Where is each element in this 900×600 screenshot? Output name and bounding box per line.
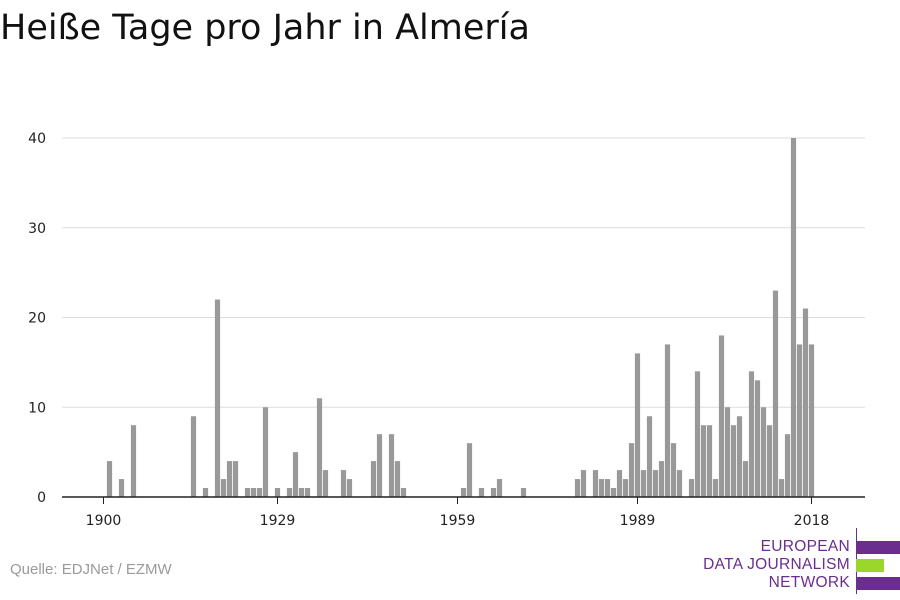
gridlines (62, 137, 865, 408)
bar (598, 479, 605, 497)
logo-text-data-journalism: DATA JOURNALISM (703, 556, 850, 573)
logo-text-network: NETWORK (768, 574, 850, 591)
x-tick-label: 2018 (794, 513, 830, 529)
bar (604, 479, 611, 497)
bar (274, 488, 281, 497)
bar (106, 461, 113, 497)
y-tick-label: 0 (37, 490, 46, 506)
bar (574, 479, 581, 497)
bar (700, 425, 707, 497)
bar (466, 443, 473, 497)
bar (748, 371, 755, 497)
bar (610, 488, 617, 497)
bar (370, 461, 377, 497)
bar (802, 308, 809, 497)
bar (670, 443, 677, 497)
bar (496, 479, 503, 497)
bar (520, 488, 527, 497)
logo-bar-purple-bottom (856, 577, 900, 590)
bar (712, 479, 719, 497)
bar (718, 335, 725, 497)
chart-title: Heiße Tage pro Jahr in Almería (0, 8, 530, 48)
source-note: Quelle: EDJNet / EZMW (10, 561, 172, 578)
bar (478, 488, 485, 497)
bar (688, 479, 695, 497)
bar (742, 461, 749, 497)
bar (304, 488, 311, 497)
bar (634, 353, 641, 497)
bar (376, 434, 383, 497)
bar (118, 479, 125, 497)
bar (130, 425, 137, 497)
bar (622, 479, 629, 497)
bar (694, 371, 701, 497)
logo-text-european: EUROPEAN (760, 538, 850, 555)
bar (286, 488, 293, 497)
bar (808, 344, 815, 497)
bar (592, 470, 599, 497)
bar (754, 380, 761, 497)
bar (244, 488, 251, 497)
bar (676, 470, 683, 497)
bar (262, 407, 269, 497)
bar (346, 479, 353, 497)
x-tick-label: 1989 (620, 513, 656, 529)
bar (490, 488, 497, 497)
edjnet-logo[interactable]: EUROPEAN DATA JOURNALISM NETWORK (700, 528, 900, 594)
bar (394, 461, 401, 497)
bar (706, 425, 713, 497)
bar (340, 470, 347, 497)
bar (652, 470, 659, 497)
bar (580, 470, 587, 497)
bar (292, 452, 299, 497)
bar (658, 461, 665, 497)
x-tick-label: 1900 (86, 513, 122, 529)
bar (628, 443, 635, 497)
bar (646, 416, 653, 497)
bar (232, 461, 239, 497)
y-tick-label: 40 (28, 131, 46, 147)
bar (766, 425, 773, 497)
bar (256, 488, 263, 497)
bar (214, 299, 221, 497)
bar (226, 461, 233, 497)
logo-bar-purple-top (856, 541, 900, 554)
bar (298, 488, 305, 497)
bar (736, 416, 743, 497)
y-tick-label: 30 (28, 221, 46, 237)
x-tick-label: 1929 (260, 513, 296, 529)
logo-bar-green (856, 559, 884, 572)
bar (730, 425, 737, 497)
y-tick-label: 20 (28, 311, 46, 327)
bar (616, 470, 623, 497)
bar (664, 344, 671, 497)
bar (724, 407, 731, 497)
y-axis: 0 10 20 30 40 (28, 131, 46, 506)
bar (388, 434, 395, 497)
x-tick-label: 1959 (440, 513, 476, 529)
bar (772, 290, 779, 497)
bar (202, 488, 209, 497)
bar (250, 488, 257, 497)
bars (106, 138, 815, 497)
bar (190, 416, 197, 497)
bar (640, 470, 647, 497)
bar (220, 479, 227, 497)
bar (460, 488, 467, 497)
bar (322, 470, 329, 497)
bar (790, 138, 797, 497)
x-axis: 1900 1929 1959 1989 2018 (62, 496, 865, 529)
bar (784, 434, 791, 497)
bar (796, 344, 803, 497)
bar (778, 479, 785, 497)
bar (760, 407, 767, 497)
bar (316, 398, 323, 497)
bar-chart: 0 10 20 30 40 1900 1929 1959 1989 2018 (28, 131, 865, 529)
bar (400, 488, 407, 497)
y-tick-label: 10 (28, 400, 46, 416)
